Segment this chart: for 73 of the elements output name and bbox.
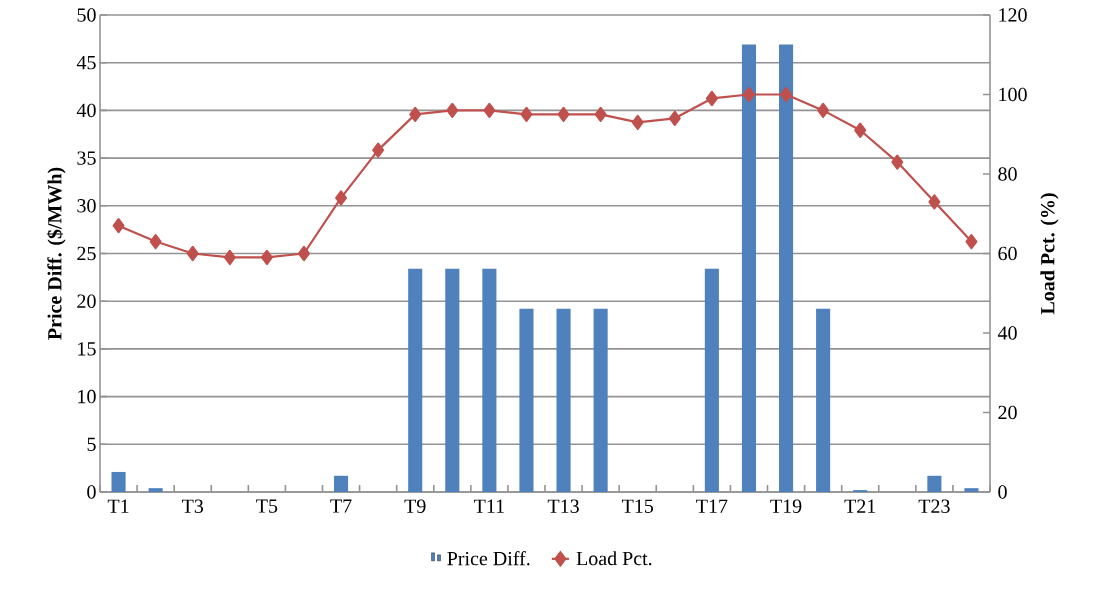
bar (519, 308, 534, 492)
point (891, 154, 904, 170)
bar (111, 471, 126, 492)
point (705, 90, 718, 107)
y-tick-label: 35 (77, 151, 96, 165)
point (483, 102, 496, 118)
point (372, 142, 385, 158)
x-tick-label: T9 (404, 499, 426, 513)
point (409, 106, 422, 122)
bar (741, 44, 757, 492)
y2-tick-label: 40 (997, 326, 1017, 340)
bar (148, 488, 163, 492)
y-tick-label: 5 (87, 437, 96, 451)
point (186, 245, 199, 262)
bar (593, 308, 608, 492)
y-tick-label: 50 (77, 8, 96, 22)
x-tick-label: T7 (330, 499, 352, 513)
y-tick-label: 15 (78, 342, 96, 356)
point (928, 194, 941, 210)
x-tick-label: T19 (770, 499, 802, 513)
y-tick-label: 25 (77, 246, 96, 261)
y2-tick-label: 0 (998, 485, 1007, 499)
x-tick-label: T13 (547, 499, 579, 513)
y-tick-label: 10 (78, 389, 96, 404)
y2-tick-label: 60 (998, 246, 1017, 261)
x-tick-label: T21 (844, 499, 876, 513)
y-tick-label: 40 (76, 103, 96, 118)
point (446, 102, 459, 118)
bar (334, 475, 349, 492)
point (297, 245, 310, 262)
x-tick-label: T23 (918, 499, 950, 513)
point (260, 249, 273, 266)
point (631, 114, 644, 130)
bar (482, 268, 497, 492)
point (223, 249, 236, 266)
y2-tick-label: 80 (998, 167, 1017, 181)
point (112, 218, 125, 234)
x-tick-label: T3 (181, 499, 204, 513)
point (780, 86, 793, 103)
y2-axis-title: Load Pct. (%) (1040, 193, 1059, 315)
bar (927, 475, 942, 492)
legend-label: Price Diff. (447, 551, 530, 566)
y-axis-title: Price Diff. ($/MWh) (46, 167, 66, 340)
x-tick-label: T17 (696, 499, 728, 513)
point (557, 106, 570, 122)
x-tick-label: T1 (107, 499, 129, 513)
point (520, 106, 533, 122)
point (742, 86, 755, 103)
y-tick-label: 30 (77, 199, 96, 213)
point (854, 122, 867, 138)
legend-label: Load Pct. (576, 551, 652, 566)
point (594, 106, 607, 122)
point (965, 233, 978, 250)
bar (408, 268, 423, 492)
x-tick-label: T15 (621, 499, 654, 513)
y2-tick-label: 100 (999, 87, 1027, 102)
y-tick-label: 20 (77, 294, 96, 308)
point (817, 102, 830, 118)
bar (704, 268, 719, 492)
point (149, 233, 162, 250)
bar (964, 488, 979, 492)
y2-tick-label: 120 (999, 8, 1027, 22)
x-tick-label: T5 (256, 499, 278, 513)
point (668, 110, 681, 126)
bar (779, 44, 794, 492)
bar (445, 268, 460, 492)
y2-tick-label: 20 (998, 405, 1017, 420)
y-tick-label: 45 (76, 56, 96, 70)
y-tick-label: 0 (87, 485, 96, 499)
x-tick-label: T11 (474, 499, 504, 513)
bar (816, 308, 831, 492)
point (335, 190, 348, 206)
bar (556, 308, 571, 492)
